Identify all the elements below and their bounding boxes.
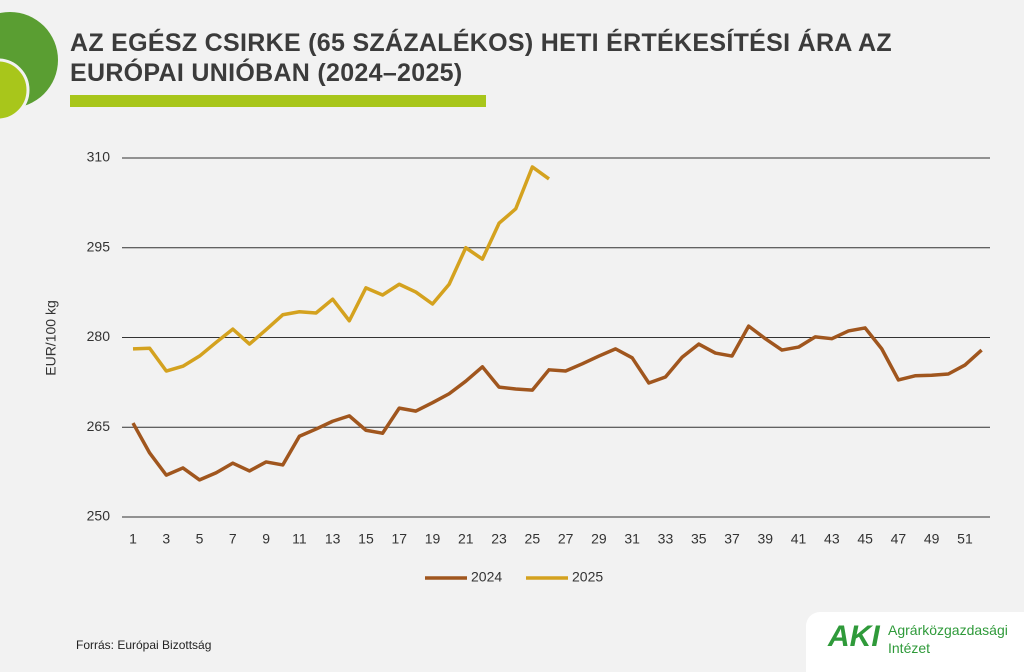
line <box>131 324 983 482</box>
y-tick-label: 250 <box>87 508 111 524</box>
legend-label: 2024 <box>471 569 502 585</box>
x-tick-label: 51 <box>957 531 973 547</box>
x-tick-label: 1 <box>129 531 137 547</box>
x-tick-label: 45 <box>857 531 873 547</box>
logo-abbr: AKI <box>828 620 880 653</box>
logo-name: Agrárközgazdasági <box>888 622 1008 638</box>
x-tick-label: 47 <box>891 531 907 547</box>
x-tick-label: 21 <box>458 531 474 547</box>
x-tick-label: 31 <box>624 531 640 547</box>
source: Forrás: Európai Bizottság <box>76 638 212 652</box>
x-tick-label: 5 <box>196 531 204 547</box>
line <box>132 165 551 373</box>
title-underline <box>70 95 486 107</box>
x-tick-label: 23 <box>491 531 507 547</box>
x-tick-label: 37 <box>724 531 740 547</box>
decor-circle <box>0 58 30 122</box>
x-tick-label: 41 <box>791 531 807 547</box>
x-tick-label: 11 <box>292 531 307 547</box>
x-tick-label: 43 <box>824 531 840 547</box>
x-tick-label: 19 <box>425 531 441 547</box>
x-tick-label: 35 <box>691 531 707 547</box>
y-tick-label: 280 <box>87 328 111 344</box>
x-tick-label: 39 <box>758 531 774 547</box>
x-tick-label: 3 <box>162 531 170 547</box>
x-tick-label: 13 <box>325 531 341 547</box>
x-tick-label: 27 <box>558 531 574 547</box>
logo: AKI Agrárközgazdasági Intézet <box>806 612 1024 672</box>
y-axis-label: EUR/100 kg <box>43 300 59 375</box>
x-tick-label: 9 <box>262 531 270 547</box>
x-tick-label: 17 <box>391 531 407 547</box>
legend-label: 2025 <box>572 569 603 585</box>
x-tick-label: 25 <box>525 531 541 547</box>
y-tick-label: 265 <box>87 418 111 434</box>
title: AZ EGÉSZ CSIRKE (65 SZÁZALÉKOS) HETI ÉRT… <box>70 29 892 87</box>
x-tick-label: 15 <box>358 531 374 547</box>
x-tick-label: 33 <box>658 531 674 547</box>
y-tick-label: 295 <box>87 238 111 254</box>
y-tick-label: 310 <box>87 149 111 165</box>
x-tick-label: 7 <box>229 531 237 547</box>
logo-name: Intézet <box>888 640 931 656</box>
x-tick-label: 29 <box>591 531 607 547</box>
x-tick-label: 49 <box>924 531 940 547</box>
